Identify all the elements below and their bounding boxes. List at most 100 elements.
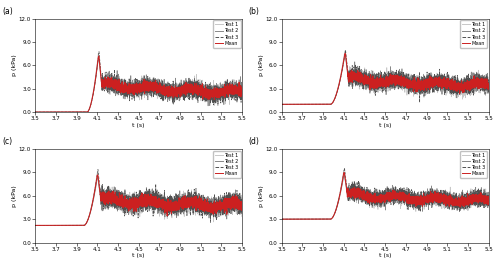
Mean [368, 80, 374, 83]
Test 1 [377, 84, 383, 87]
Test 1 [130, 88, 136, 91]
Test 2 [486, 89, 492, 92]
Mean [469, 85, 475, 89]
Test 2 [429, 192, 435, 195]
Mean [469, 198, 475, 201]
Line: Mean: Mean [35, 175, 242, 226]
Mean [121, 205, 127, 208]
Mean [96, 54, 102, 58]
Line: Test 2: Test 2 [35, 56, 242, 112]
Test 1 [469, 199, 475, 202]
Test 1 [486, 203, 492, 206]
Test 2 [486, 198, 492, 201]
Test 2 [377, 82, 383, 85]
Y-axis label: p (kPa): p (kPa) [259, 185, 264, 207]
Test 1 [182, 88, 188, 91]
Test 2 [130, 201, 136, 205]
Test 1 [341, 169, 347, 172]
Test 2 [368, 197, 374, 201]
Line: Test 2: Test 2 [35, 176, 242, 226]
Test 1 [368, 196, 374, 199]
Test 2 [94, 175, 100, 178]
Test 1 [119, 195, 125, 198]
Test 1 [377, 196, 383, 199]
Mean [341, 171, 347, 174]
Test 3 [96, 50, 102, 53]
Test 3 [469, 86, 475, 89]
Mean [130, 88, 136, 91]
Line: Mean: Mean [282, 54, 488, 104]
Mean [121, 86, 127, 90]
Test 3 [480, 86, 486, 89]
Mean [486, 199, 492, 202]
Line: Test 1: Test 1 [35, 53, 242, 112]
Test 2 [342, 52, 348, 55]
Mean [130, 204, 136, 207]
Test 3 [32, 224, 38, 227]
Test 1 [233, 88, 239, 91]
Test 3 [486, 198, 492, 201]
Test 2 [278, 103, 284, 106]
Test 2 [119, 204, 125, 207]
Test 2 [469, 82, 475, 85]
Test 1 [429, 80, 435, 83]
Test 1 [96, 51, 102, 55]
Test 2 [222, 89, 228, 92]
Y-axis label: p (kPa): p (kPa) [12, 185, 18, 207]
Test 2 [222, 200, 228, 203]
Test 3 [486, 84, 492, 87]
Test 3 [366, 72, 372, 75]
Test 2 [239, 204, 245, 207]
Test 1 [469, 89, 475, 92]
Test 3 [278, 218, 284, 221]
Test 2 [119, 84, 125, 87]
Test 2 [121, 88, 127, 91]
Test 2 [121, 208, 127, 211]
Test 1 [32, 111, 38, 114]
Test 2 [377, 190, 383, 193]
Test 2 [32, 111, 38, 114]
Mean [377, 82, 383, 86]
Line: Test 3: Test 3 [282, 168, 488, 219]
Mean [239, 202, 245, 206]
Mean [94, 173, 100, 176]
Mean [342, 52, 348, 55]
Test 3 [130, 89, 136, 92]
Test 3 [366, 196, 372, 199]
Mean [32, 111, 38, 114]
Legend: Test 1, Test 2, Test 3, Mean: Test 1, Test 2, Test 3, Mean [214, 20, 240, 48]
Test 2 [233, 84, 239, 87]
Test 3 [119, 89, 125, 92]
Test 1 [368, 81, 374, 85]
Test 1 [480, 197, 486, 200]
Test 3 [480, 200, 486, 203]
Test 1 [278, 103, 284, 106]
Test 2 [32, 224, 38, 227]
Mean [278, 218, 284, 221]
Mean [480, 199, 486, 202]
Mean [486, 83, 492, 86]
Line: Test 3: Test 3 [282, 50, 488, 104]
Test 3 [95, 168, 101, 171]
Line: Mean: Mean [282, 173, 488, 219]
Test 3 [233, 92, 239, 95]
Test 1 [233, 204, 239, 207]
Line: Test 3: Test 3 [35, 52, 242, 112]
X-axis label: t (s): t (s) [379, 253, 392, 258]
Test 1 [278, 218, 284, 221]
Test 1 [342, 49, 348, 52]
Test 3 [377, 193, 383, 197]
Mean [377, 193, 383, 196]
Test 3 [469, 198, 475, 201]
Test 3 [130, 203, 136, 206]
Mean [368, 197, 374, 200]
Test 3 [278, 103, 284, 106]
Test 3 [368, 197, 374, 200]
Test 1 [480, 79, 486, 82]
Test 3 [182, 86, 188, 89]
Test 2 [182, 86, 188, 89]
Mean [119, 86, 125, 89]
Text: (a): (a) [2, 7, 13, 16]
Mean [480, 82, 486, 86]
Mean [278, 103, 284, 106]
